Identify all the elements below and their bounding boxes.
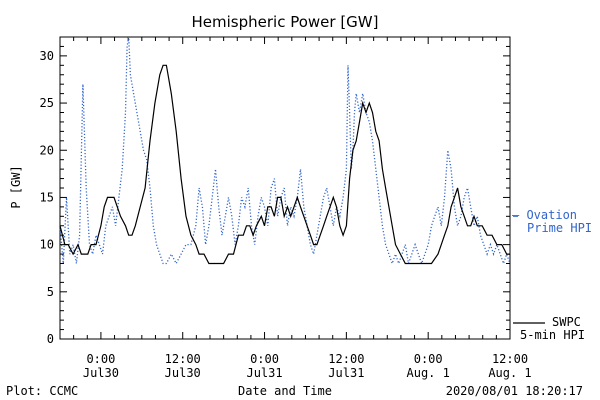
x-tick-time-label: 12:00 [492,352,528,366]
y-tick-label: 5 [47,285,54,299]
x-axis: 0:00Jul3012:00Jul300:00Jul3112:00Jul310:… [59,37,532,380]
y-axis: 0 5 10 15 20 25 30 [40,36,510,346]
series-ovation-prime-line [59,36,511,266]
legend-swpc-line1: SWPC [552,315,581,329]
timestamp: 2020/08/01 18:20:17 [446,384,583,398]
legend-ovation-line2: Prime HPI [527,221,592,235]
x-tick-time-label: 0:00 [414,352,443,366]
y-tick-label: 20 [40,143,54,157]
y-tick-label: 15 [40,190,54,204]
legend-swpc-line2: 5-min HPI [520,328,585,342]
x-tick-time-label: 12:00 [165,352,201,366]
series-layer [59,36,518,266]
series-swpc-line [59,64,510,265]
x-tick-time-label: 0:00 [250,352,279,366]
y-tick-label: 0 [47,332,54,346]
x-tick-date-label: Jul31 [328,366,364,380]
y-tick-label: 10 [40,238,54,252]
legend-swpc: SWPC 5-min HPI [513,315,585,342]
y-tick-label: 30 [40,49,54,63]
x-tick-time-label: 12:00 [328,352,364,366]
y-tick-label: 25 [40,96,54,110]
x-axis-title: Date and Time [238,384,332,398]
x-tick-time-label: 0:00 [86,352,115,366]
plot-frame [59,36,511,340]
x-tick-date-label: Jul31 [246,366,282,380]
y-axis-label: P [GW] [9,165,23,208]
x-tick-date-label: Jul30 [83,366,119,380]
x-tick-date-label: Aug. 1 [407,366,450,380]
chart-title: Hemispheric Power [GW] [192,13,379,31]
plot-credit: Plot: CCMC [6,384,78,398]
legend-ovation-line1: — Ovation [512,208,577,222]
x-tick-date-label: Aug. 1 [488,366,531,380]
x-tick-date-label: Jul30 [165,366,201,380]
legend-ovation: — Ovation Prime HPI [512,208,592,235]
